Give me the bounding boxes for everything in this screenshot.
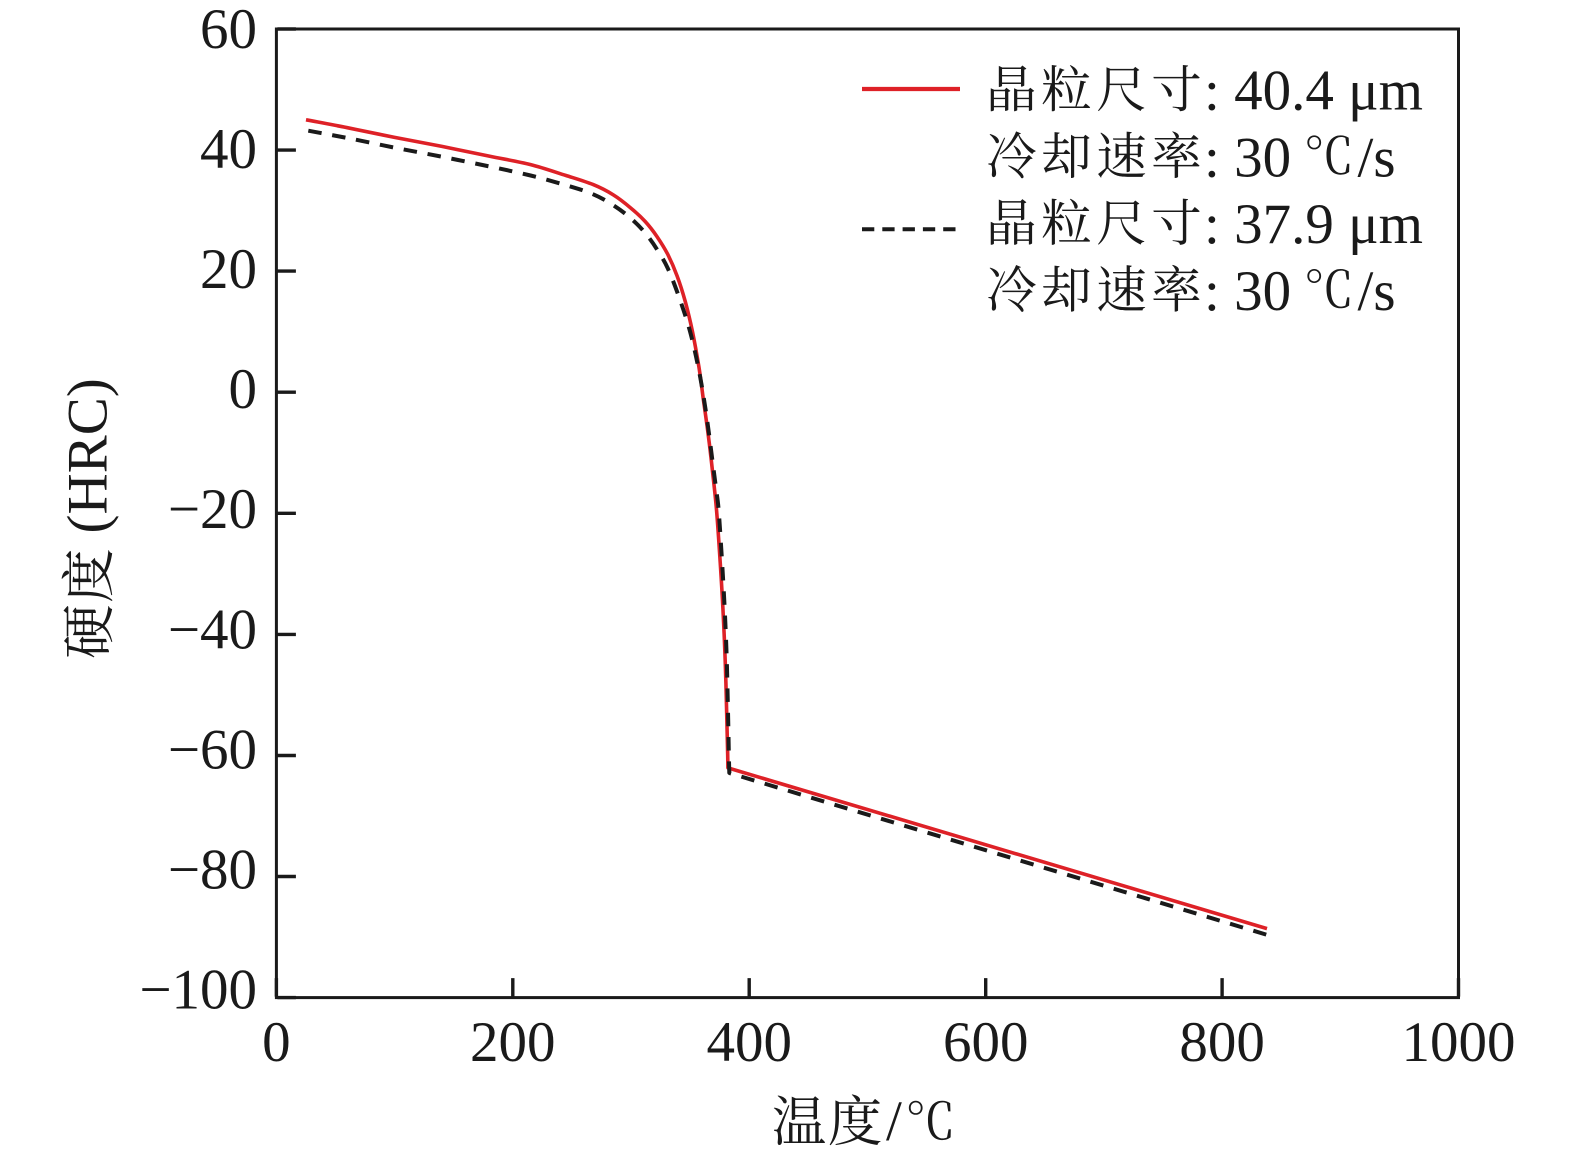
svg-text:800: 800 — [1179, 1011, 1265, 1074]
svg-text:−40: −40 — [168, 598, 257, 661]
svg-text:20: 20 — [200, 238, 257, 301]
svg-text:/s: /s — [1358, 126, 1396, 189]
svg-text:−80: −80 — [168, 839, 257, 902]
svg-text:400: 400 — [706, 1011, 792, 1074]
svg-text:/s: /s — [1358, 260, 1396, 323]
svg-text:40: 40 — [200, 118, 257, 181]
svg-text:600: 600 — [943, 1011, 1029, 1074]
svg-text:: 30: : 30 — [1204, 126, 1291, 189]
svg-text:1000: 1000 — [1402, 1011, 1516, 1074]
svg-text:: 30: : 30 — [1204, 260, 1291, 323]
svg-text:0: 0 — [229, 358, 258, 421]
svg-text:/: / — [886, 1090, 902, 1153]
svg-text:60: 60 — [200, 0, 257, 61]
svg-text:−60: −60 — [168, 718, 257, 781]
svg-text:: 37.9 μm: : 37.9 μm — [1204, 193, 1423, 256]
svg-text:(HRC): (HRC) — [57, 378, 120, 533]
svg-text:200: 200 — [470, 1011, 556, 1074]
svg-text:−100: −100 — [139, 959, 257, 1022]
svg-text:: 40.4 μm: : 40.4 μm — [1204, 60, 1423, 123]
svg-text:−20: −20 — [168, 478, 257, 541]
svg-text:0: 0 — [262, 1011, 291, 1074]
